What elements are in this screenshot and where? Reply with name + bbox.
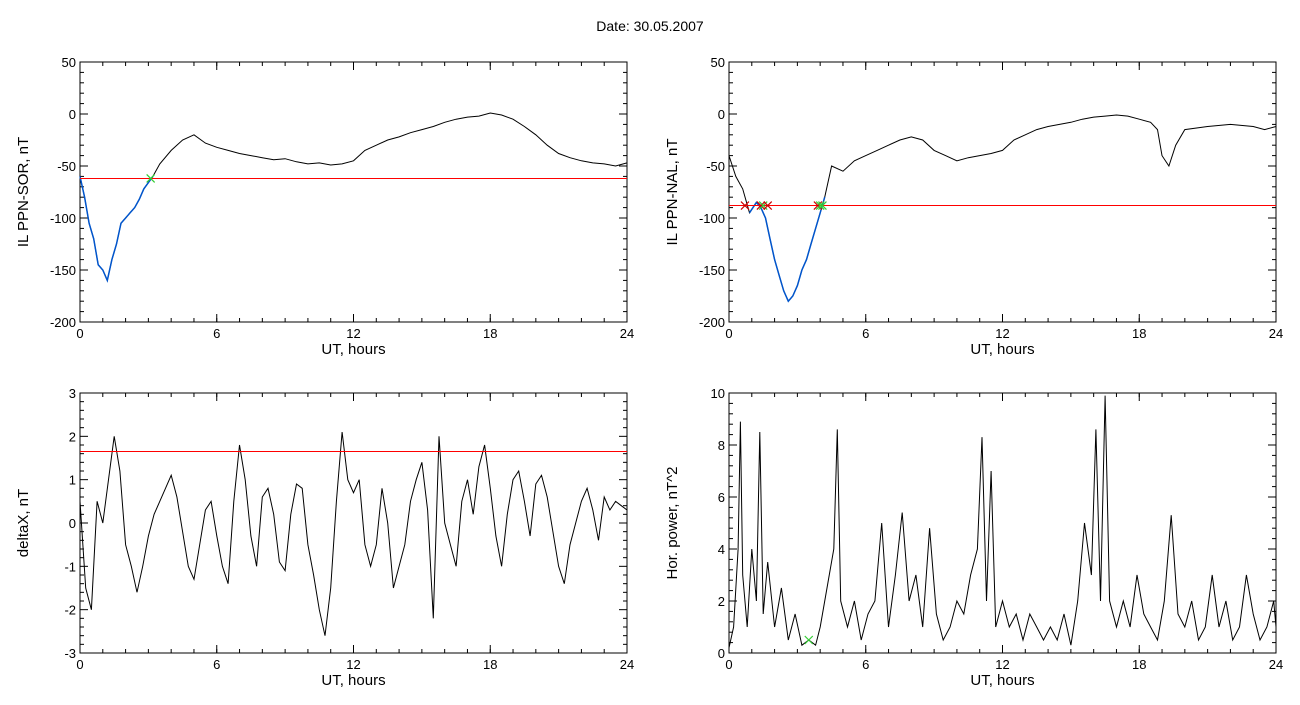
- plot-frame: [79, 61, 628, 323]
- y-tick-label: 1: [69, 473, 76, 488]
- marker-stroke: [815, 201, 825, 210]
- y-tick-label: 0: [718, 646, 725, 661]
- marker-green: [804, 635, 814, 645]
- y-tick-label: 0: [718, 107, 725, 122]
- y-tick-label: 4: [718, 542, 725, 557]
- marker-stroke: [818, 201, 827, 210]
- figure-title: Date: 30.05.2007: [596, 18, 704, 34]
- x-tick-label: 0: [76, 326, 83, 341]
- y-tick-label: 0: [69, 516, 76, 531]
- x-axis-label: UT, hours: [970, 672, 1034, 689]
- x-tick-label: 0: [725, 657, 732, 672]
- plot-frame: [79, 392, 628, 654]
- y-tick-label: -150: [50, 263, 76, 278]
- marker-green: [818, 201, 827, 210]
- y-tick-label: 10: [711, 386, 725, 401]
- y-tick-label: 3: [69, 386, 76, 401]
- series-line: [79, 112, 628, 283]
- y-tick-label: -3: [64, 646, 76, 661]
- marker-green: [146, 174, 156, 183]
- y-tick-label: 0: [69, 107, 76, 122]
- x-tick-label: 24: [620, 326, 634, 341]
- y-tick-label: 2: [69, 429, 76, 444]
- chart-sor: 0 6 12 18 24 -200 -150 -100 -50 0 50 UT, hours IL PP…: [15, 55, 634, 358]
- chart-nal: 0 6 12 18 24 -200 -150 -100 -50 0 50 UT, hours IL PP…: [664, 55, 1283, 358]
- x-axis-label: UT, hours: [321, 341, 385, 358]
- y-tick-label: -100: [699, 211, 725, 226]
- x-axis-label: UT, hours: [970, 341, 1034, 358]
- x-tick-label: 24: [1269, 326, 1283, 341]
- series-line: [728, 114, 1277, 303]
- y-tick-label: -1: [64, 559, 76, 574]
- plot-frame: [728, 61, 1277, 323]
- series-line: [728, 395, 1277, 648]
- y-tick-label: -50: [706, 159, 725, 174]
- y-tick-label: -150: [699, 263, 725, 278]
- x-tick-label: 6: [213, 326, 220, 341]
- x-tick-label: 18: [483, 657, 497, 672]
- x-tick-label: 0: [725, 326, 732, 341]
- x-tick-label: 6: [862, 657, 869, 672]
- x-tick-label: 18: [1132, 326, 1146, 341]
- x-axis-label: UT, hours: [321, 672, 385, 689]
- y-axis-label: IL PPN-NAL, nT: [664, 139, 681, 246]
- highlight-segment: [748, 196, 826, 303]
- y-tick-label: -200: [50, 315, 76, 330]
- x-tick-label: 18: [1132, 657, 1146, 672]
- highlight-segment: [79, 175, 154, 283]
- marker-red: [740, 201, 750, 210]
- x-tick-label: 12: [346, 657, 360, 672]
- marker-stroke: [146, 174, 156, 183]
- series-line: [79, 431, 628, 636]
- marker-green: [815, 201, 825, 210]
- y-tick-label: 50: [62, 55, 76, 70]
- marker-stroke: [740, 201, 750, 210]
- marker-stroke: [763, 201, 773, 210]
- x-tick-label: 24: [620, 657, 634, 672]
- y-tick-label: -100: [50, 211, 76, 226]
- marker-red: [756, 201, 766, 210]
- marker-stroke: [756, 201, 766, 210]
- marker-stroke: [804, 635, 814, 645]
- x-tick-label: 0: [76, 657, 83, 672]
- y-tick-label: 2: [718, 594, 725, 609]
- y-axis-label: Hor. power, nT^2: [664, 467, 681, 580]
- y-axis-label: IL PPN-SOR, nT: [15, 137, 32, 247]
- x-tick-label: 18: [483, 326, 497, 341]
- x-tick-label: 12: [995, 326, 1009, 341]
- x-tick-label: 12: [995, 657, 1009, 672]
- marker-red: [763, 201, 773, 210]
- y-tick-label: 50: [711, 55, 725, 70]
- y-tick-label: -2: [64, 603, 76, 618]
- y-axis-label: deltaX, nT: [15, 489, 32, 557]
- y-tick-label: -200: [699, 315, 725, 330]
- x-tick-label: 6: [213, 657, 220, 672]
- y-tick-label: -50: [57, 159, 76, 174]
- x-tick-label: 12: [346, 326, 360, 341]
- y-tick-label: 6: [718, 490, 725, 505]
- y-tick-label: 8: [718, 438, 725, 453]
- x-tick-label: 6: [862, 326, 869, 341]
- x-tick-label: 24: [1269, 657, 1283, 672]
